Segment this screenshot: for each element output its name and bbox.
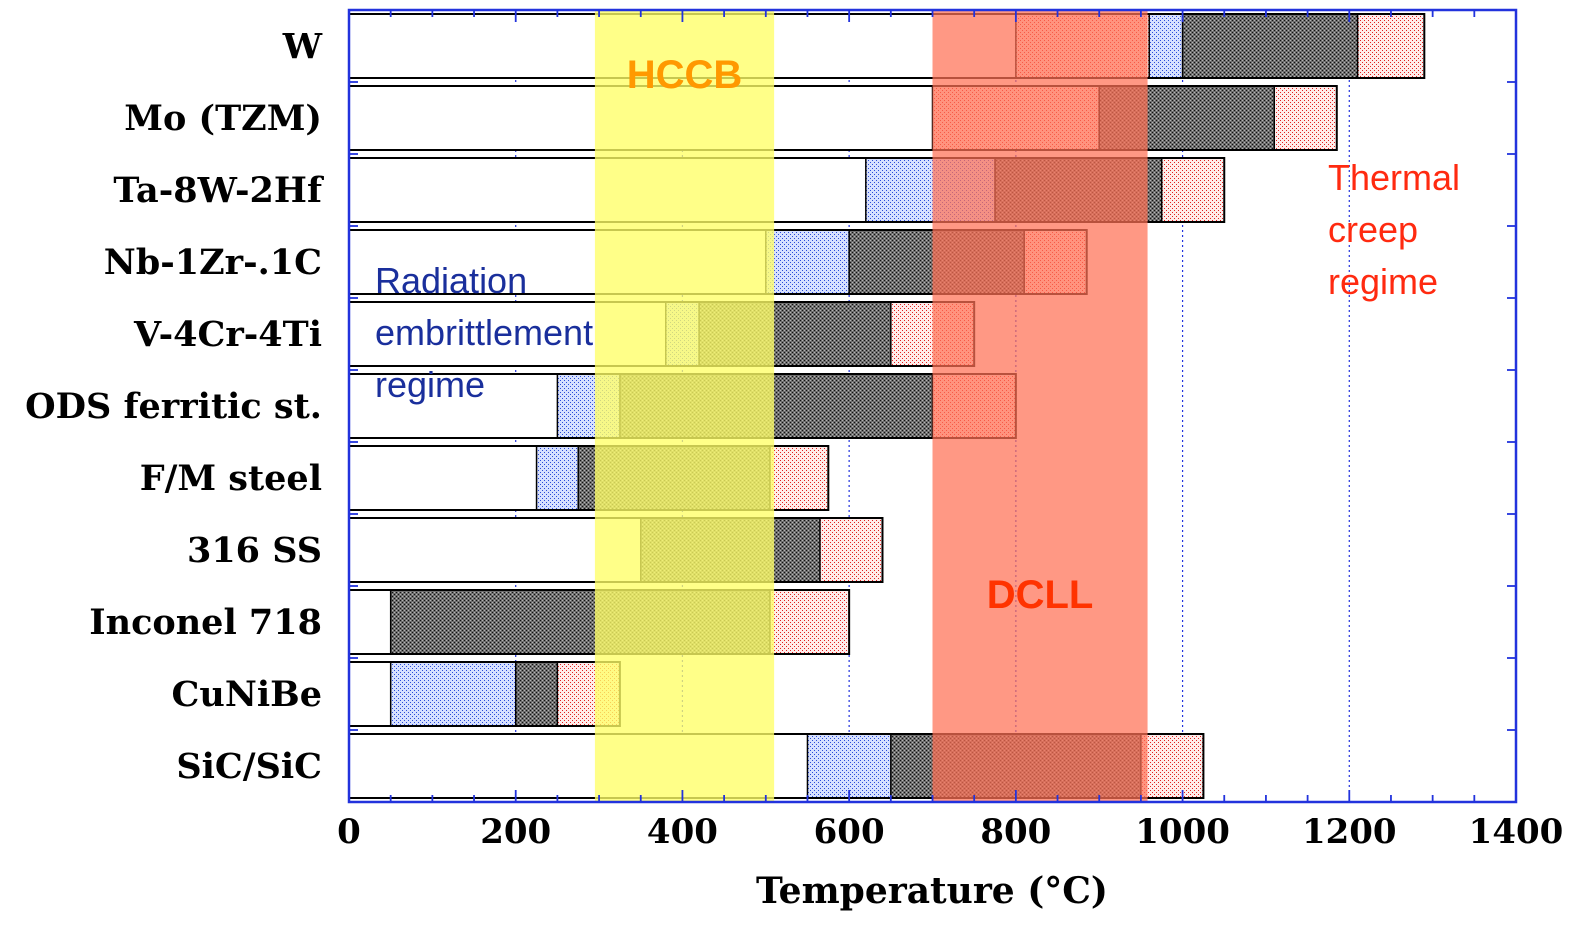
category-label: Ta-8W-2Hf xyxy=(113,170,324,211)
bar-w-blue xyxy=(1149,14,1183,78)
x-tick-label: 0 xyxy=(337,812,361,852)
annotation-radiation-line: regime xyxy=(375,364,485,405)
bar-w-red-upper xyxy=(1357,14,1425,78)
bar-ods-ferritic-st-white xyxy=(349,374,558,438)
x-tick-label: 400 xyxy=(647,812,718,852)
category-label: Inconel 718 xyxy=(89,602,322,643)
bar-cunibe-white xyxy=(349,662,391,726)
band-labels: HCCB DCLL xyxy=(627,53,1094,617)
band-label-hccb: HCCB xyxy=(627,53,743,97)
annotation-creep-line: regime xyxy=(1328,261,1438,302)
category-labels: W Mo (TZM) Ta-8W-2Hf Nb-1Zr-.1C V-4Cr-4Ti ODS… xyxy=(25,26,324,787)
category-label: W xyxy=(282,26,323,67)
x-tick-labels: 0 200 400 600 800 1000 1200 1400 xyxy=(337,812,1563,852)
bar-w-gray xyxy=(1182,14,1358,78)
x-tick-label: 1400 xyxy=(1469,812,1564,852)
annotation-creep-line: creep xyxy=(1328,209,1418,250)
band-label-dcll: DCLL xyxy=(987,573,1094,617)
bands xyxy=(594,10,1148,802)
bar-f-m-steel-white xyxy=(349,446,537,510)
bar-cunibe-blue xyxy=(390,662,516,726)
ticks xyxy=(348,9,1517,803)
bar-f-m-steel-red-upper xyxy=(769,446,829,510)
x-tick-label: 600 xyxy=(814,812,885,852)
category-label: SiC/SiC xyxy=(176,746,322,787)
category-label: ODS ferritic st. xyxy=(25,386,322,427)
bar-sic-sic-blue xyxy=(807,734,891,798)
x-axis-title: Temperature (°C) xyxy=(756,870,1108,912)
category-label: CuNiBe xyxy=(172,674,322,715)
x-tick-label: 200 xyxy=(480,812,551,852)
annotation-creep-line: Thermal xyxy=(1328,157,1460,198)
category-label: 316 SS xyxy=(187,530,322,571)
bar-nb-1zr-1c-blue xyxy=(765,230,850,294)
x-tick-label: 800 xyxy=(980,812,1051,852)
annotation-radiation-line: Radiation xyxy=(375,260,527,301)
bar-sic-sic-red-upper xyxy=(1140,734,1204,798)
annotations: Radiation embrittlement regime Thermal creep… xyxy=(375,157,1460,405)
category-label: V-4Cr-4Ti xyxy=(133,314,322,355)
bars xyxy=(348,13,1426,799)
annotation-radiation-line: embrittlement xyxy=(375,312,593,353)
bar-316-ss-white xyxy=(349,518,641,582)
bar-inconel-718-red-upper xyxy=(769,590,850,654)
bar-316-ss-red-upper xyxy=(819,518,883,582)
x-tick-label: 1000 xyxy=(1135,812,1230,852)
category-label: Mo (TZM) xyxy=(124,98,322,139)
bar-mo-tzm-red-upper xyxy=(1274,86,1337,150)
bar-ta-8w-2hf-red-upper xyxy=(1161,158,1225,222)
band-hccb xyxy=(594,10,775,802)
bar-cunibe-gray xyxy=(515,662,558,726)
bar-f-m-steel-blue xyxy=(536,446,579,510)
category-label: F/M steel xyxy=(140,458,322,499)
band-dcll xyxy=(932,10,1148,802)
x-tick-label: 1200 xyxy=(1302,812,1397,852)
bar-inconel-718-white xyxy=(349,590,391,654)
category-label: Nb-1Zr-.1C xyxy=(104,242,322,283)
